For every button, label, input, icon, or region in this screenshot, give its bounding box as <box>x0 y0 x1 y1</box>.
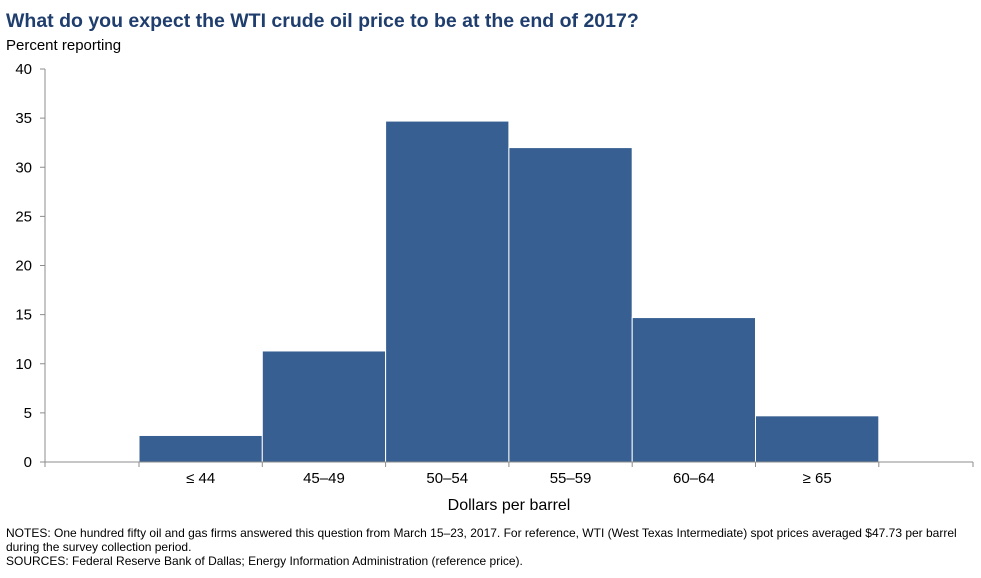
x-axis-label: Dollars per barrel <box>448 497 571 514</box>
x-tick-labels: ≤ 44 45–49 50–54 55–59 60–64 ≥ 65 <box>186 470 832 487</box>
x-tick-label: ≤ 44 <box>186 470 215 487</box>
bar-5 <box>755 415 880 463</box>
x-tick-label: 55–59 <box>550 470 592 487</box>
bar-4 <box>631 317 757 463</box>
bar-3 <box>508 147 633 463</box>
x-tick-label: 45–49 <box>303 470 345 487</box>
bar-1 <box>261 350 387 463</box>
notes-text: NOTES: One hundred fifty oil and gas fir… <box>6 526 957 554</box>
x-tick-label: 50–54 <box>426 470 468 487</box>
bar-0 <box>138 434 263 463</box>
chart-title: What do you expect the WTI crude oil pri… <box>6 10 639 32</box>
bar-2 <box>385 120 510 463</box>
y-tick-label: 35 <box>15 110 32 127</box>
y-tick-label: 5 <box>24 405 32 422</box>
y-tick-label: 20 <box>15 258 32 275</box>
bar-chart: 0 5 10 15 20 25 30 35 40 ≤ 44 45–49 50–54 55–59 60–6… <box>15 61 974 514</box>
bars-group <box>138 120 880 463</box>
y-tick-labels: 0 5 10 15 20 25 30 35 40 <box>15 61 32 471</box>
x-tick-label: ≥ 65 <box>803 470 832 487</box>
y-tick-label: 0 <box>24 454 32 471</box>
axes-group <box>40 68 974 467</box>
y-tick-label: 15 <box>15 307 32 324</box>
footnotes: NOTES: One hundred fifty oil and gas fir… <box>6 526 976 568</box>
x-tick-label: 60–64 <box>673 470 715 487</box>
y-axis-label: Percent reporting <box>6 37 122 54</box>
y-tick-label: 30 <box>15 159 32 176</box>
sources-text: SOURCES: Federal Reserve Bank of Dallas;… <box>6 554 523 568</box>
y-tick-label: 25 <box>15 208 32 225</box>
y-tick-label: 40 <box>15 61 32 78</box>
y-tick-label: 10 <box>15 356 32 373</box>
